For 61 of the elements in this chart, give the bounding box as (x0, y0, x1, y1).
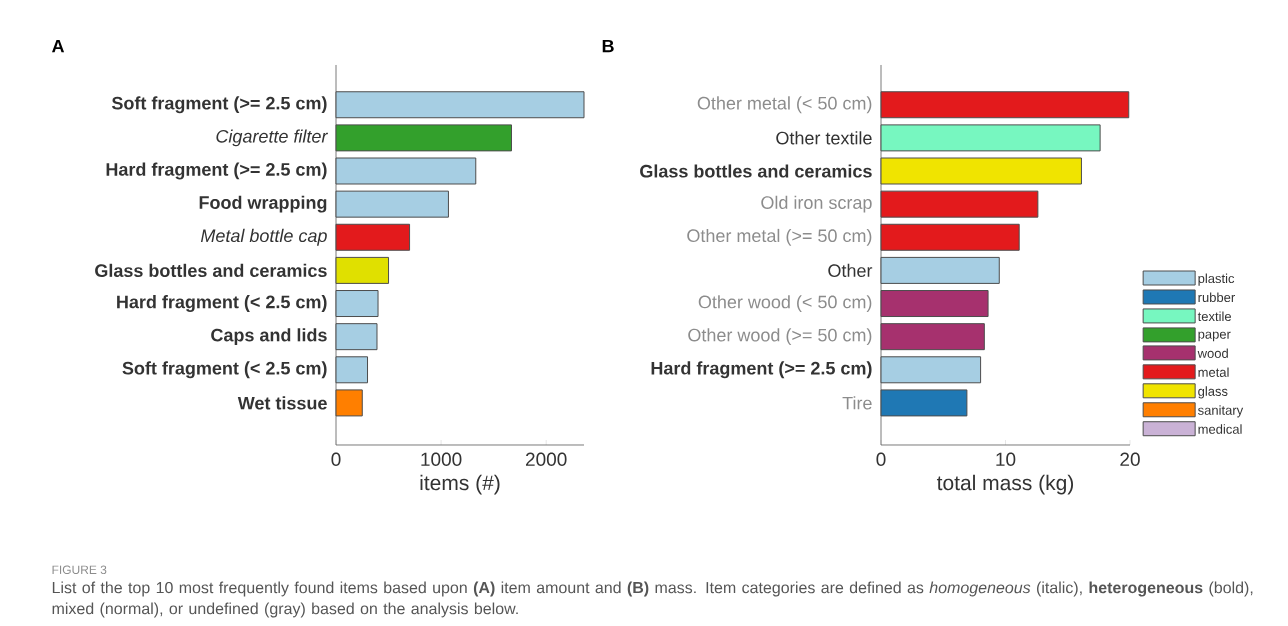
legend-label: medical (1198, 424, 1242, 434)
bar (335, 256, 390, 284)
y-tick-label: Glass bottles and ceramics (95, 263, 327, 278)
x-axis-title: total mass (kg) (936, 474, 1074, 495)
legend-label: wood (1197, 348, 1228, 358)
bar (335, 290, 379, 318)
x-tick-label: 0 (331, 452, 341, 466)
bar (880, 290, 989, 318)
legend-label: metal (1198, 367, 1229, 377)
text: B (602, 39, 614, 53)
bar (880, 256, 1000, 284)
y-tick-label: Hard fragment (>= 2.5 cm) (651, 361, 872, 379)
y-tick-label: Food wrapping (199, 195, 327, 213)
y-tick-label: Tire (842, 396, 872, 410)
bar (880, 356, 982, 384)
x-tick-label: 0 (876, 452, 886, 466)
legend-label: plastic (1198, 273, 1235, 286)
legend-label: textile (1197, 311, 1232, 322)
legend-label: paper (1198, 331, 1231, 342)
y-tick-label: Cigarette filter (216, 129, 329, 147)
bar (880, 190, 1039, 218)
bar (880, 389, 968, 417)
y-tick-label: Other textile (776, 131, 872, 145)
bar (880, 323, 985, 351)
y-tick-label: Old iron scrap (761, 195, 872, 213)
text: List of the top 10 most frequently found items based upon (A) item amount and (B) mass. Item categories are defined as homogeneous (italic), heterogeneous (bold), mixed (normal), or undefined (gray) based on the analysis below. (52, 581, 1253, 618)
bar (335, 91, 585, 119)
y-tick-label: Other wood (>= 50 cm) (688, 328, 872, 346)
y-tick-label: Glass bottles and ceramics (640, 164, 872, 178)
x-tick-label: 20 (1120, 452, 1140, 466)
x-tick-label: 2000 (526, 452, 567, 466)
y-tick-label: Other metal (< 50 cm) (697, 96, 872, 114)
bar (880, 91, 1130, 119)
bar (335, 124, 512, 152)
bar (880, 223, 1020, 251)
bar (880, 124, 1101, 152)
caption: FIGURE 3 (52, 565, 107, 575)
y-tick-label: Wet tissue (237, 396, 327, 410)
bar (335, 389, 363, 417)
y-tick-label: Other metal (>= 50 cm) (687, 228, 872, 246)
x-tick-label: 1000 (421, 452, 462, 466)
bar (335, 323, 378, 351)
legend-label: glass (1198, 386, 1228, 399)
x-tick-label: 10 (996, 452, 1016, 466)
bar (335, 157, 477, 185)
bar (335, 190, 449, 218)
y-tick-label: Soft fragment (< 2.5 cm) (122, 361, 327, 379)
bar (335, 356, 369, 384)
bar (335, 223, 411, 251)
y-tick-label: Caps and lids (211, 328, 327, 346)
y-tick-label: Hard fragment (< 2.5 cm) (117, 295, 327, 312)
x-axis-title: items (#) (420, 474, 500, 495)
y-tick-label: Soft fragment (>= 2.5 cm) (111, 96, 327, 114)
y-tick-label: Other (828, 263, 873, 278)
legend-label: sanitary (1198, 405, 1244, 418)
legend-label: rubber (1198, 292, 1235, 303)
y-tick-label: Metal bottle cap (200, 228, 327, 246)
y-tick-label: Other wood (< 50 cm) (698, 295, 872, 312)
y-tick-label: Hard fragment (>= 2.5 cm) (106, 162, 327, 180)
text: A (52, 39, 65, 53)
bar (880, 157, 1082, 185)
